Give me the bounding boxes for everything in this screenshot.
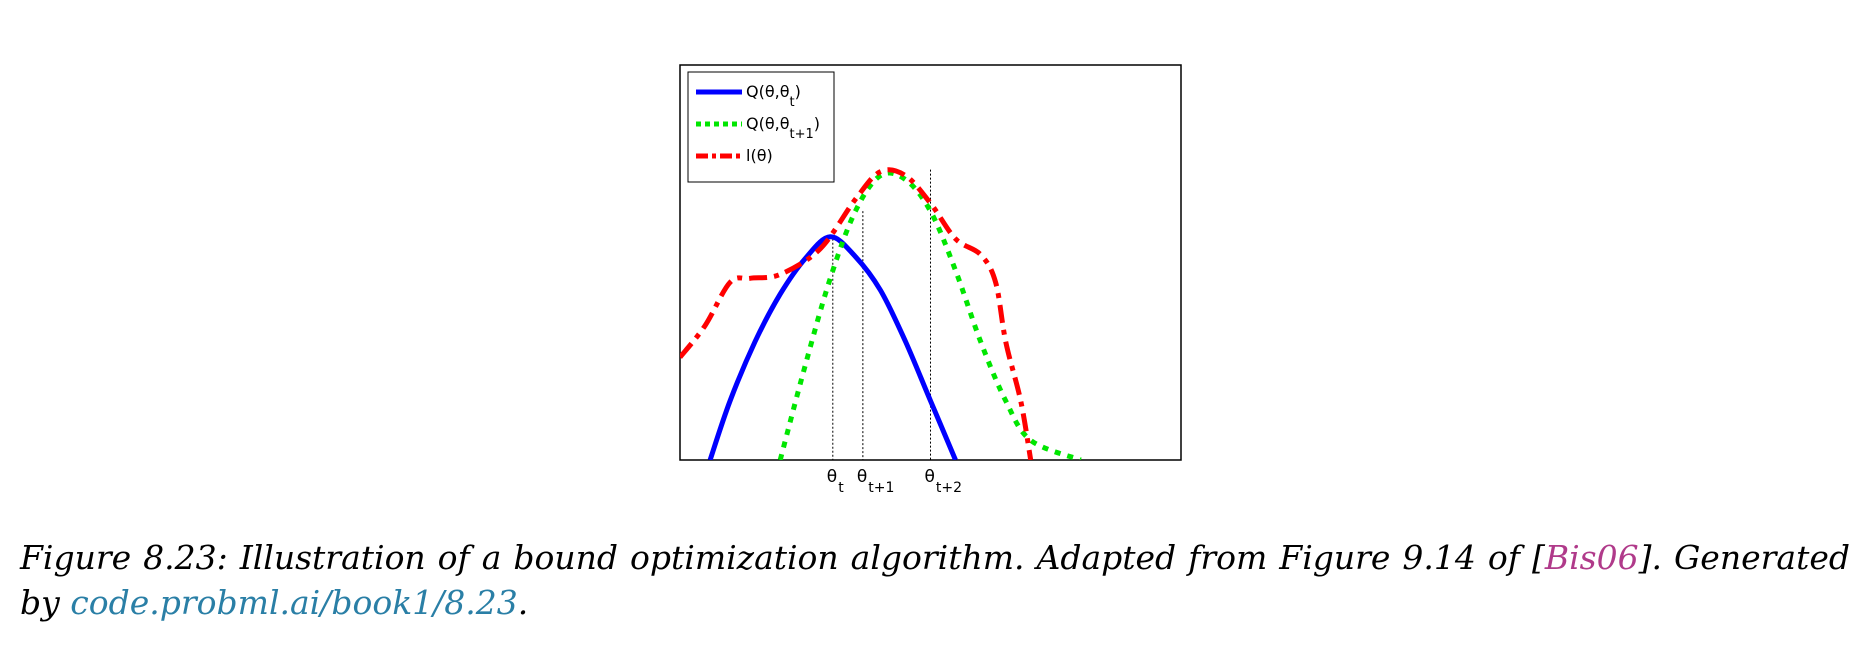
series-q_t-line <box>707 234 958 460</box>
caption-middle: ]. Generated by <box>20 538 1850 622</box>
curves <box>680 167 1082 460</box>
legend-label-l: l(θ) <box>746 146 773 165</box>
theta-marker-label-2: θt+2 <box>925 467 963 496</box>
theta-markers: θt θt+1 θt+2 <box>827 169 963 496</box>
series-q_t1-line <box>777 170 1082 460</box>
legend: Q(θ,θt)Q(θ,θt+1)l(θ) <box>687 71 835 183</box>
caption-prefix: Figure 8.23: Illustration of a bound opt… <box>20 538 1545 577</box>
citation-link[interactable]: Bis06 <box>1544 538 1639 577</box>
caption-suffix: . <box>517 583 529 622</box>
theta-marker-label-0: θt <box>827 467 844 496</box>
theta-marker-label-1: θt+1 <box>857 467 895 496</box>
bound-optimization-figure: θt θt+1 θt+2 Q(θ,θt)Q(θ,θt+1)l(θ) <box>679 64 1182 496</box>
figure-caption: Figure 8.23: Illustration of a bound opt… <box>20 535 1850 625</box>
series-l-line <box>680 167 1034 460</box>
code-link[interactable]: code.probml.ai/book1/8.23 <box>70 583 518 622</box>
